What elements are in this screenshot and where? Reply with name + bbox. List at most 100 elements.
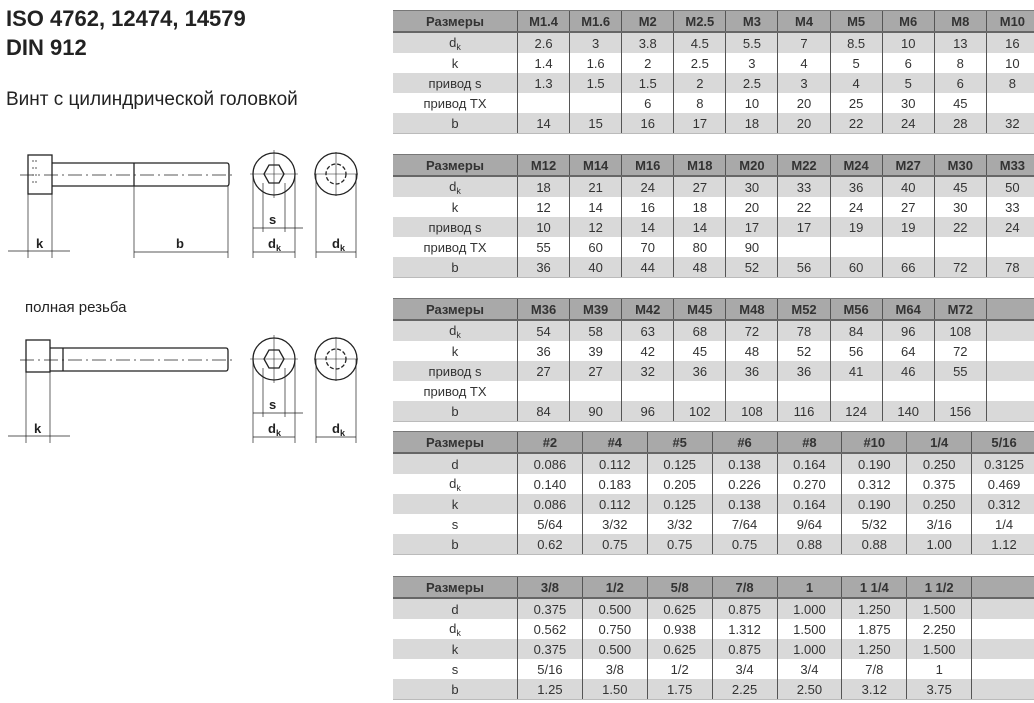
table-cell: 0.312 bbox=[971, 494, 1034, 514]
row-label: d bbox=[393, 453, 518, 474]
table-cell: 22 bbox=[933, 217, 987, 237]
b-label: b bbox=[176, 236, 184, 251]
table-cell: 6 bbox=[621, 93, 674, 113]
table-cell: 8 bbox=[673, 93, 726, 113]
table-cell: 1.500 bbox=[776, 619, 842, 639]
table-cell: 2.25 bbox=[711, 679, 777, 700]
table-cell: 12 bbox=[516, 197, 570, 217]
header-label: Размеры bbox=[393, 576, 518, 599]
row-label: привод TX bbox=[423, 239, 487, 255]
table-cell: 0.469 bbox=[971, 474, 1034, 494]
table-cell: 0.205 bbox=[646, 474, 713, 494]
table-cell bbox=[516, 381, 570, 401]
size-column-header: M72 bbox=[933, 298, 987, 321]
table-cell: 48 bbox=[725, 341, 778, 361]
size-column-header: M14 bbox=[569, 154, 622, 177]
size-column-header bbox=[985, 298, 1034, 321]
table-cell: 18 bbox=[673, 197, 726, 217]
row-label: привод TX bbox=[423, 383, 487, 399]
table-cell: 1.12 bbox=[971, 534, 1034, 555]
table-cell: 0.138 bbox=[711, 494, 777, 514]
table-row: b 1.25 1.50 1.75 2.25 2.50 3.12 3.75 bbox=[393, 679, 1034, 700]
size-column-header: M1.4 bbox=[516, 10, 570, 33]
size-column-header: #6 bbox=[711, 431, 777, 454]
table-cell: 24 bbox=[985, 217, 1034, 237]
table-row: привод TX bbox=[393, 381, 1034, 401]
table-cell bbox=[933, 237, 987, 257]
table-cell: 5/64 bbox=[517, 514, 583, 534]
row-label: привод s bbox=[393, 73, 518, 93]
table-cell: 1.4 bbox=[516, 53, 570, 73]
table-cell: 1.5 bbox=[621, 73, 674, 93]
table-cell: 0.190 bbox=[841, 494, 907, 514]
table-cell: 5.5 bbox=[725, 32, 778, 53]
table-cell: 30 bbox=[881, 93, 935, 113]
standard-title: ISO 4762, 12474, 14579 DIN 912 bbox=[6, 4, 246, 62]
table-cell: 1.75 bbox=[646, 679, 713, 700]
table-cell: 30 bbox=[725, 176, 778, 197]
table-cell: 17 bbox=[777, 217, 831, 237]
size-column-header: #8 bbox=[776, 431, 842, 454]
table-cell: 7/8 bbox=[841, 659, 907, 679]
table-cell: 0.140 bbox=[517, 474, 583, 494]
size-column-header: M39 bbox=[569, 298, 622, 321]
hex-socket-end-view: s dk bbox=[250, 150, 303, 258]
table-cell: 55 bbox=[933, 361, 987, 381]
size-column-header: #10 bbox=[841, 431, 907, 454]
row-label: s bbox=[451, 661, 459, 677]
table-row: привод TX 55 60 70 80 90 bbox=[393, 237, 1034, 257]
table-cell: 14 bbox=[516, 113, 570, 134]
size-column-header: 1 1/4 bbox=[841, 576, 907, 599]
dimension-table: Размеры M1.4 M1.6 M2 M2.5 M3 M4 M5 M6 M8 M10 dk 2.6 3… bbox=[393, 10, 1034, 134]
table-cell: 84 bbox=[516, 401, 570, 422]
table-cell: 5 bbox=[881, 73, 935, 93]
table-cell: 2 bbox=[621, 53, 674, 73]
table-cell: 18 bbox=[516, 176, 570, 197]
size-column-header: M22 bbox=[777, 154, 831, 177]
dimension-table: Размеры #2 #4 #5 #6 #8 #10 1/4 5/16 d 0.086 0.112 0.… bbox=[393, 431, 1034, 555]
table-cell: 0.125 bbox=[646, 453, 713, 474]
table-row: k 36 39 42 45 48 52 56 64 72 bbox=[393, 341, 1034, 361]
table-cell: 0.112 bbox=[581, 453, 648, 474]
size-column-header: M10 bbox=[985, 10, 1034, 33]
table-header-row: Размеры M1.4 M1.6 M2 M2.5 M3 M4 M5 M6 M8 M10 bbox=[393, 10, 1034, 33]
table-header-row: Размеры M12 M14 M16 M18 M20 M22 M24 M27 M30 M33 bbox=[393, 154, 1034, 177]
table-cell: 140 bbox=[881, 401, 935, 422]
s-label: s bbox=[269, 212, 276, 227]
table-cell: 0.164 bbox=[776, 494, 842, 514]
table-cell: 39 bbox=[569, 341, 622, 361]
table-cell: 0.138 bbox=[711, 453, 777, 474]
table-cell: 27 bbox=[569, 361, 622, 381]
product-subtitle: Винт с цилиндрической головкой bbox=[6, 89, 298, 110]
k-label: k bbox=[36, 236, 44, 251]
table-cell: 1.250 bbox=[841, 639, 907, 659]
table-cell: 3.12 bbox=[841, 679, 907, 700]
size-column-header: M42 bbox=[621, 298, 674, 321]
table-row: k 12 14 16 18 20 22 24 27 30 33 bbox=[393, 197, 1034, 217]
table-cell: 108 bbox=[933, 320, 987, 341]
dk-label: dk bbox=[268, 421, 282, 438]
dimension-table: Размеры M12 M14 M16 M18 M20 M22 M24 M27 M30 M33 dk 1… bbox=[393, 154, 1034, 278]
table-cell: 3/8 bbox=[581, 659, 648, 679]
size-column-header: M56 bbox=[829, 298, 883, 321]
table-row: s 5/64 3/32 3/32 7/64 9/64 5/32 3/16 1/4 bbox=[393, 514, 1034, 534]
dk-label: dk bbox=[332, 421, 346, 438]
table-cell: 19 bbox=[829, 217, 883, 237]
table-cell: 72 bbox=[933, 341, 987, 361]
table-cell: 0.164 bbox=[776, 453, 842, 474]
dimension-table: Размеры 3/8 1/2 5/8 7/8 1 1 1/4 1 1/2 d 0.375 0.50… bbox=[393, 576, 1034, 700]
row-label: b bbox=[393, 534, 518, 555]
table-cell: 30 bbox=[933, 197, 987, 217]
table-cell: 72 bbox=[725, 320, 778, 341]
table-cell bbox=[621, 381, 674, 401]
table-cell: 2.6 bbox=[516, 32, 570, 53]
table-cell: 24 bbox=[829, 197, 883, 217]
table-cell: 1/4 bbox=[971, 514, 1034, 534]
table-cell: 0.086 bbox=[517, 494, 583, 514]
table-cell: 46 bbox=[881, 361, 935, 381]
table-cell: 55 bbox=[516, 237, 570, 257]
k-label: k bbox=[34, 421, 42, 436]
table-cell bbox=[516, 93, 570, 113]
table-cell: 4.5 bbox=[673, 32, 726, 53]
size-column-header: 3/8 bbox=[517, 576, 583, 599]
